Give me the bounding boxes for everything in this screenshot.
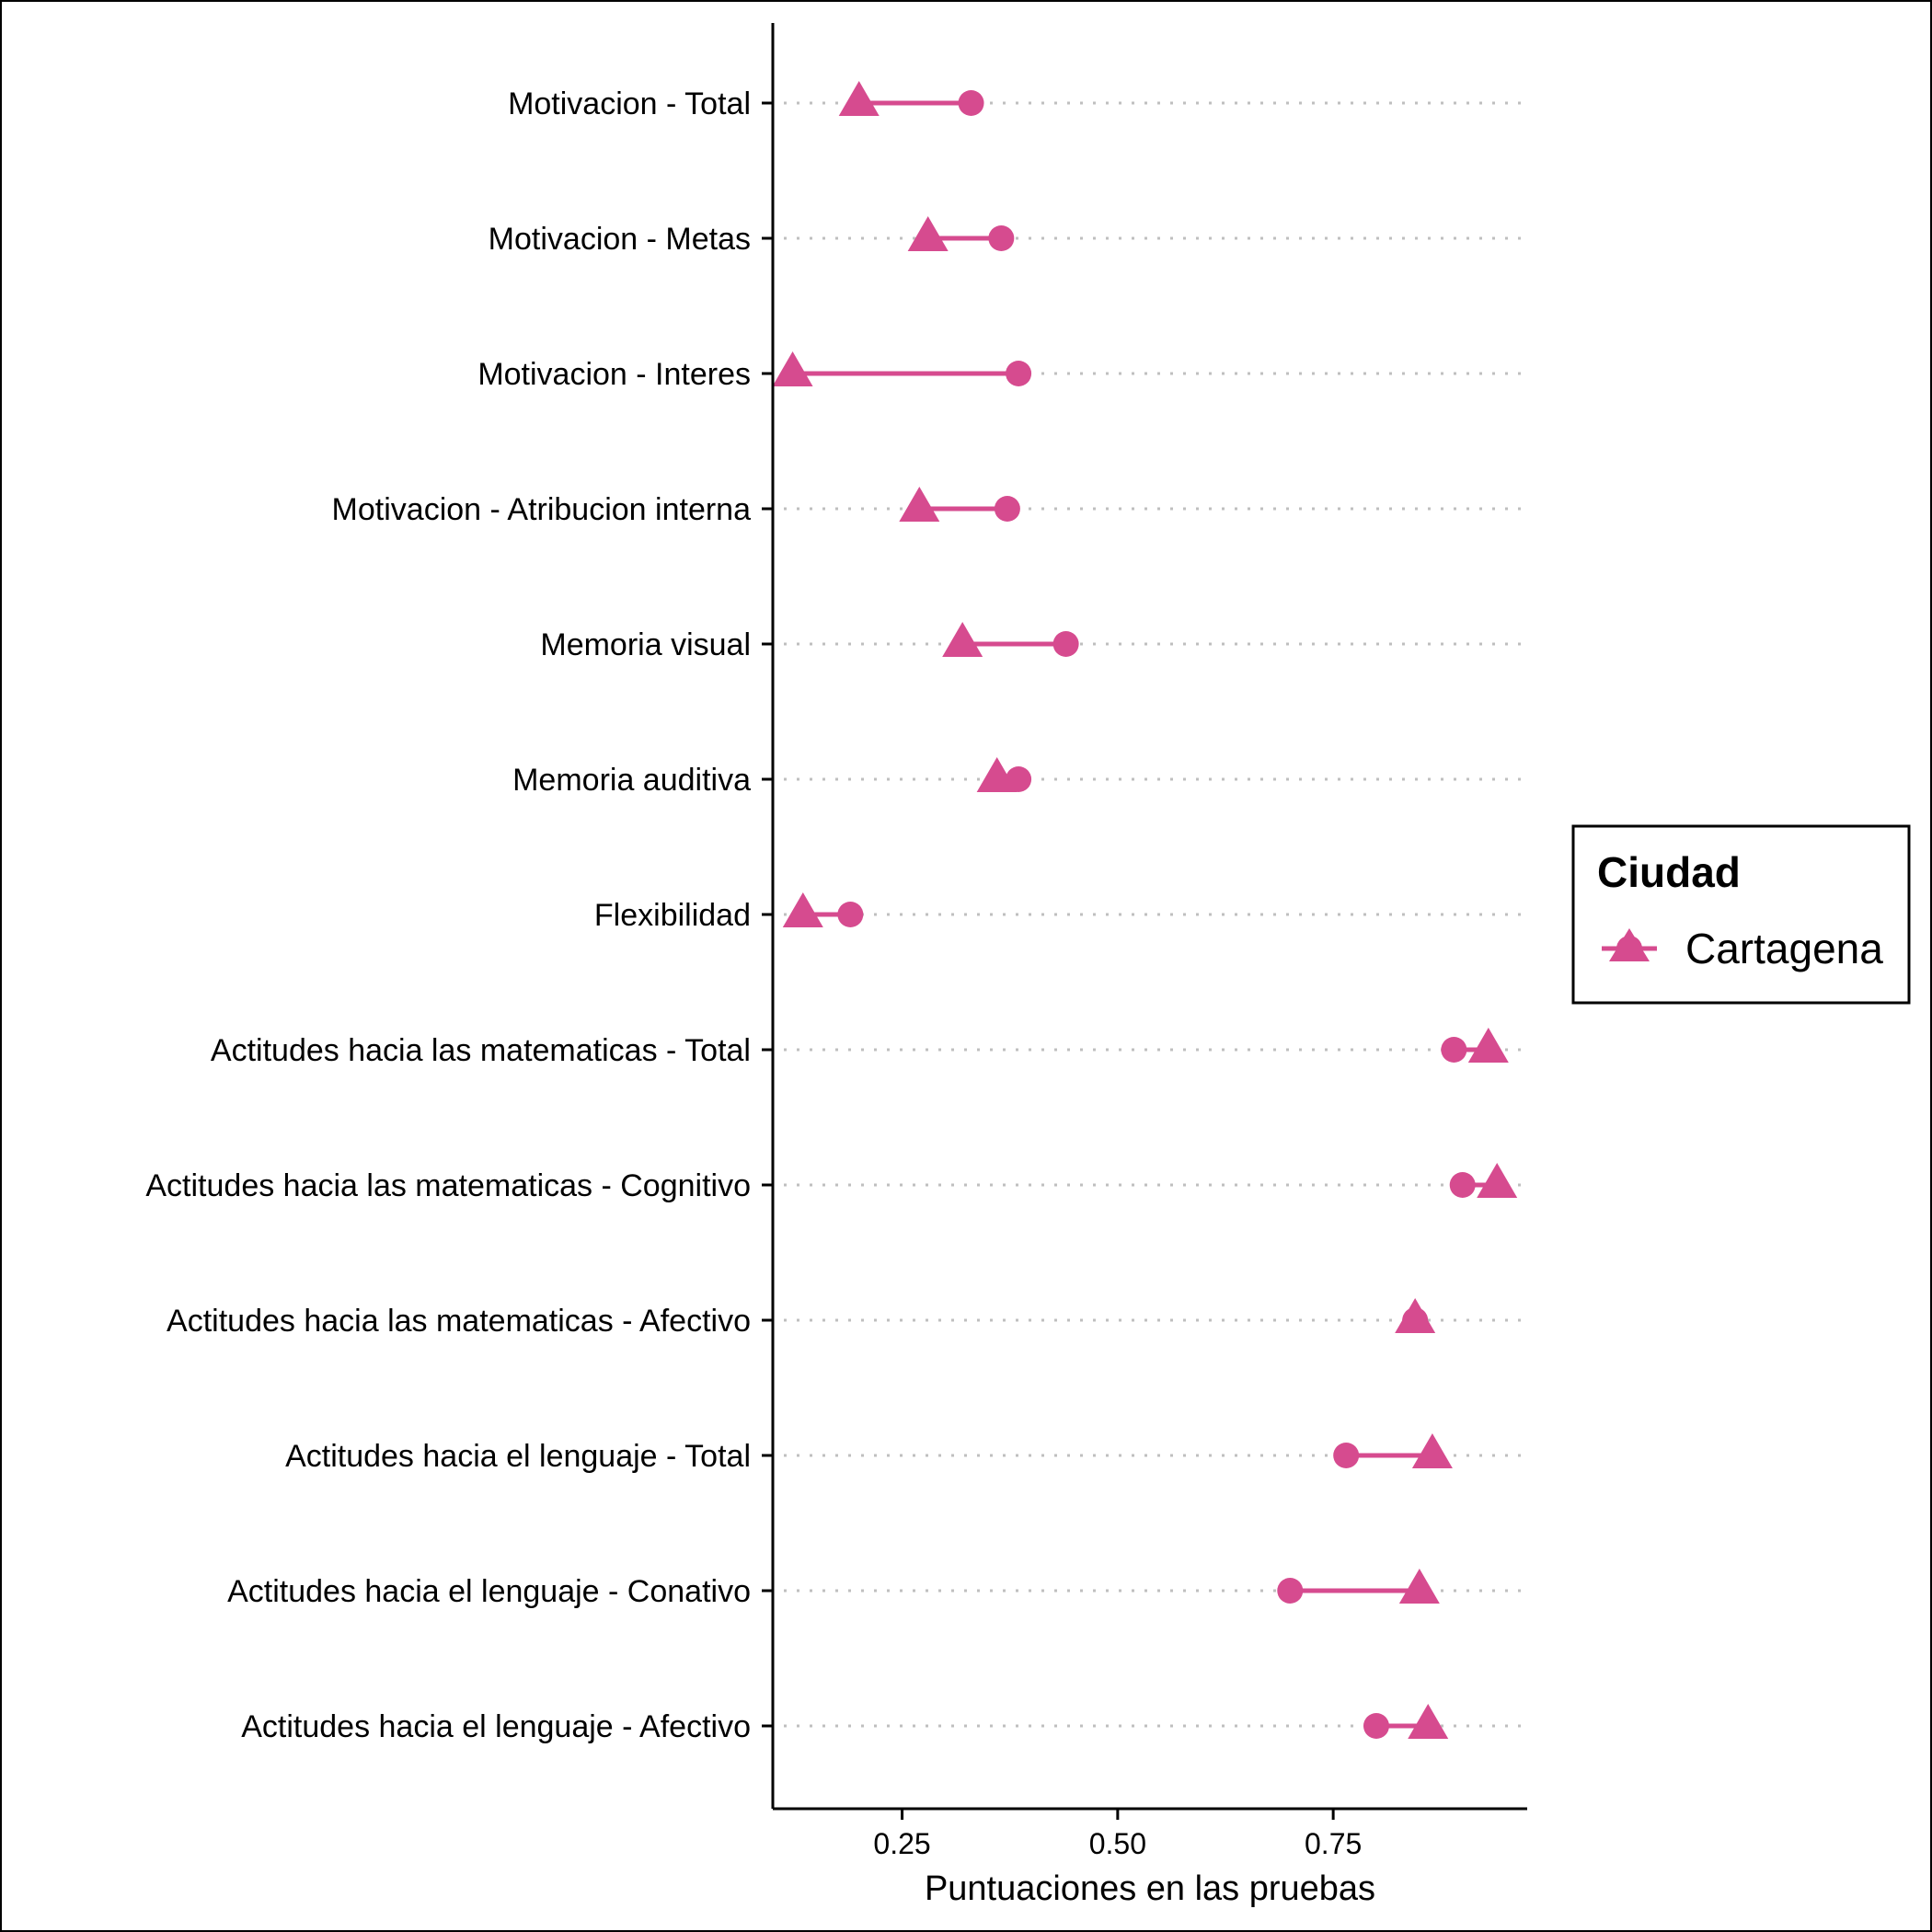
category-label: Actitudes hacia las matematicas - Afecti… [167,1304,751,1339]
category-labels: Motivacion - Total Motivacion - Metas Moti… [145,86,751,1744]
category-label: Motivacion - Atribucion interna [332,492,752,527]
category-label: Actitudes hacia el lenguaje - Afectivo [241,1709,751,1744]
category-label: Actitudes hacia las matematicas - Total [211,1033,751,1068]
category-label: Actitudes hacia el lenguaje - Total [285,1439,751,1474]
dumbbell-markers [772,81,1518,1739]
circle-point [837,902,864,927]
triangle-point [907,216,949,251]
legend-key-triangle [1609,928,1650,961]
category-label: Motivacion - Total [508,86,751,121]
category-label: Actitudes hacia el lenguaje - Conativo [227,1574,751,1609]
category-label: Memoria visual [540,627,751,662]
circle-point [1052,631,1079,657]
legend: Ciudad Cartagena [1571,824,1911,1005]
category-label: Actitudes hacia las matematicas - Cognit… [145,1168,751,1203]
circle-point [958,90,984,116]
circle-point [1363,1713,1389,1739]
legend-label-cartagena: Cartagena [1685,925,1883,972]
x-tick-label: 0.75 [1305,1827,1362,1860]
x-tick-label: 0.25 [873,1827,930,1860]
circle-point [1449,1172,1476,1198]
legend-box [1571,824,1911,1005]
triangle-point [1467,1028,1509,1063]
triangle-point [976,757,1018,792]
circle-point [1333,1443,1360,1468]
category-label: Memoria auditiva [512,763,751,798]
triangle-point [1395,1298,1436,1333]
x-tick-label: 0.50 [1089,1827,1146,1860]
triangle-point [1477,1163,1518,1198]
triangle-point [838,81,880,116]
axes [762,23,1527,1820]
category-label: Motivacion - Metas [489,222,751,257]
circle-point [1006,361,1032,386]
triangle-point [772,351,813,386]
triangle-point [1411,1433,1453,1468]
category-label: Motivacion - Interes [477,357,751,392]
x-tick-labels: 0.25 0.50 0.75 [873,1827,1362,1860]
triangle-point [1408,1704,1449,1739]
circle-point [988,225,1015,251]
circle-point [994,496,1020,522]
x-axis-title: Puntuaciones en las pruebas [925,1869,1375,1908]
category-label: Flexibilidad [594,898,751,933]
circle-point [1441,1037,1467,1063]
triangle-point [899,487,940,522]
legend-title: Ciudad [1597,848,1741,896]
circle-point [1277,1578,1304,1604]
triangle-point [782,892,823,927]
triangle-point [942,622,983,657]
triangle-point [1398,1569,1440,1604]
